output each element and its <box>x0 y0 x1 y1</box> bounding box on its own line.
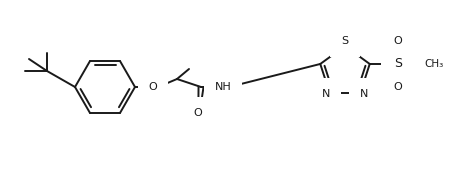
Text: S: S <box>394 57 402 70</box>
Text: O: O <box>194 108 202 118</box>
Text: O: O <box>393 82 402 92</box>
Text: O: O <box>393 36 402 46</box>
Text: S: S <box>341 36 348 46</box>
Text: N: N <box>360 89 369 99</box>
Text: O: O <box>149 82 158 92</box>
Text: N: N <box>322 89 330 99</box>
Text: CH₃: CH₃ <box>424 59 444 69</box>
Text: NH: NH <box>215 82 231 92</box>
